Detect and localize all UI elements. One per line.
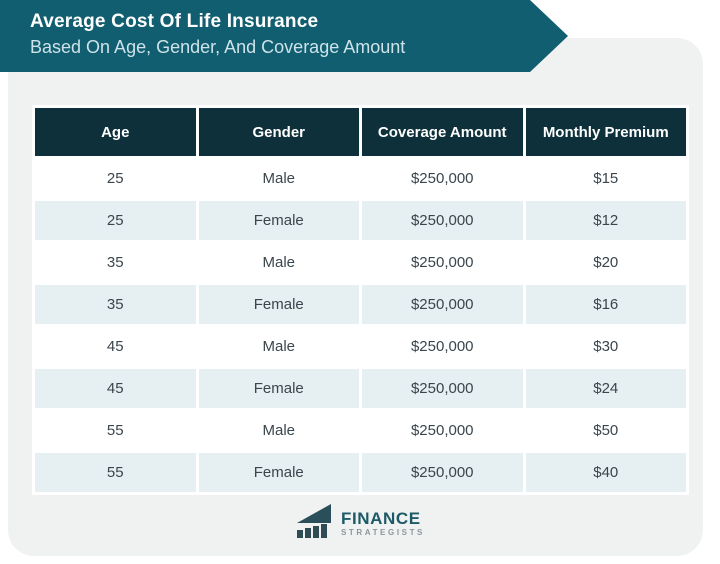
table-cell: $250,000 (362, 327, 523, 366)
table-cell: 45 (35, 327, 196, 366)
table-cell: Male (198, 411, 359, 450)
table-row: 35 Male $250,000 $20 (35, 243, 686, 282)
table-cell: $250,000 (362, 159, 523, 198)
column-header: Coverage Amount (362, 108, 523, 156)
table-cell: $24 (525, 369, 686, 408)
table-row: 45 Male $250,000 $30 (35, 327, 686, 366)
table-row: 35 Female $250,000 $16 (35, 285, 686, 324)
table-cell: $40 (525, 453, 686, 492)
table-cell: 35 (35, 285, 196, 324)
table-header-row: Age Gender Coverage Amount Monthly Premium (35, 108, 686, 156)
column-header: Gender (198, 108, 359, 156)
table-cell: $250,000 (362, 243, 523, 282)
table-cell: $16 (525, 285, 686, 324)
finance-strategists-logo: FINANCE STRATEGISTS (0, 502, 720, 545)
table-row: 45 Female $250,000 $24 (35, 369, 686, 408)
table-cell: Female (198, 201, 359, 240)
table-cell: Female (198, 453, 359, 492)
table-row: 25 Female $250,000 $12 (35, 201, 686, 240)
logo-text: FINANCE STRATEGISTS (340, 508, 425, 538)
table-cell: $250,000 (362, 369, 523, 408)
table-cell: $250,000 (362, 285, 523, 324)
table-cell: Female (198, 369, 359, 408)
table-cell: $12 (525, 201, 686, 240)
table-cell: 55 (35, 411, 196, 450)
table-cell: Male (198, 327, 359, 366)
table-cell: $50 (525, 411, 686, 450)
table-cell: $15 (525, 159, 686, 198)
table-row: 25 Male $250,000 $15 (35, 159, 686, 198)
logo-subname: STRATEGISTS (340, 527, 425, 537)
table-cell: 55 (35, 453, 196, 492)
table-cell: $250,000 (362, 453, 523, 492)
table-cell: Male (198, 159, 359, 198)
table-cell: $30 (525, 327, 686, 366)
page-subtitle: Based On Age, Gender, And Coverage Amoun… (30, 37, 406, 57)
table-cell: 25 (35, 159, 196, 198)
table-cell: 35 (35, 243, 196, 282)
table-cell: Male (198, 243, 359, 282)
table-cell: $250,000 (362, 201, 523, 240)
page-title: Average Cost Of Life Insurance (30, 11, 319, 32)
table-body: 25 Male $250,000 $15 25 Female $250,000 $12 35 Ma… (35, 159, 686, 492)
insurance-cost-table: Age Gender Coverage Amount Monthly Premium … (32, 105, 689, 495)
column-header: Age (35, 108, 196, 156)
table-cell: 45 (35, 369, 196, 408)
column-header: Monthly Premium (525, 108, 686, 156)
bar-chart-swoosh-icon (295, 502, 333, 545)
logo-name: FINANCE (340, 508, 421, 528)
table-cell: $20 (525, 243, 686, 282)
table-cell: 25 (35, 201, 196, 240)
title-banner: Average Cost Of Life Insurance Based On … (0, 0, 568, 72)
table-cell: $250,000 (362, 411, 523, 450)
table-row: 55 Female $250,000 $40 (35, 453, 686, 492)
table-row: 55 Male $250,000 $50 (35, 411, 686, 450)
table-header: Age Gender Coverage Amount Monthly Premium (35, 108, 686, 156)
table-cell: Female (198, 285, 359, 324)
